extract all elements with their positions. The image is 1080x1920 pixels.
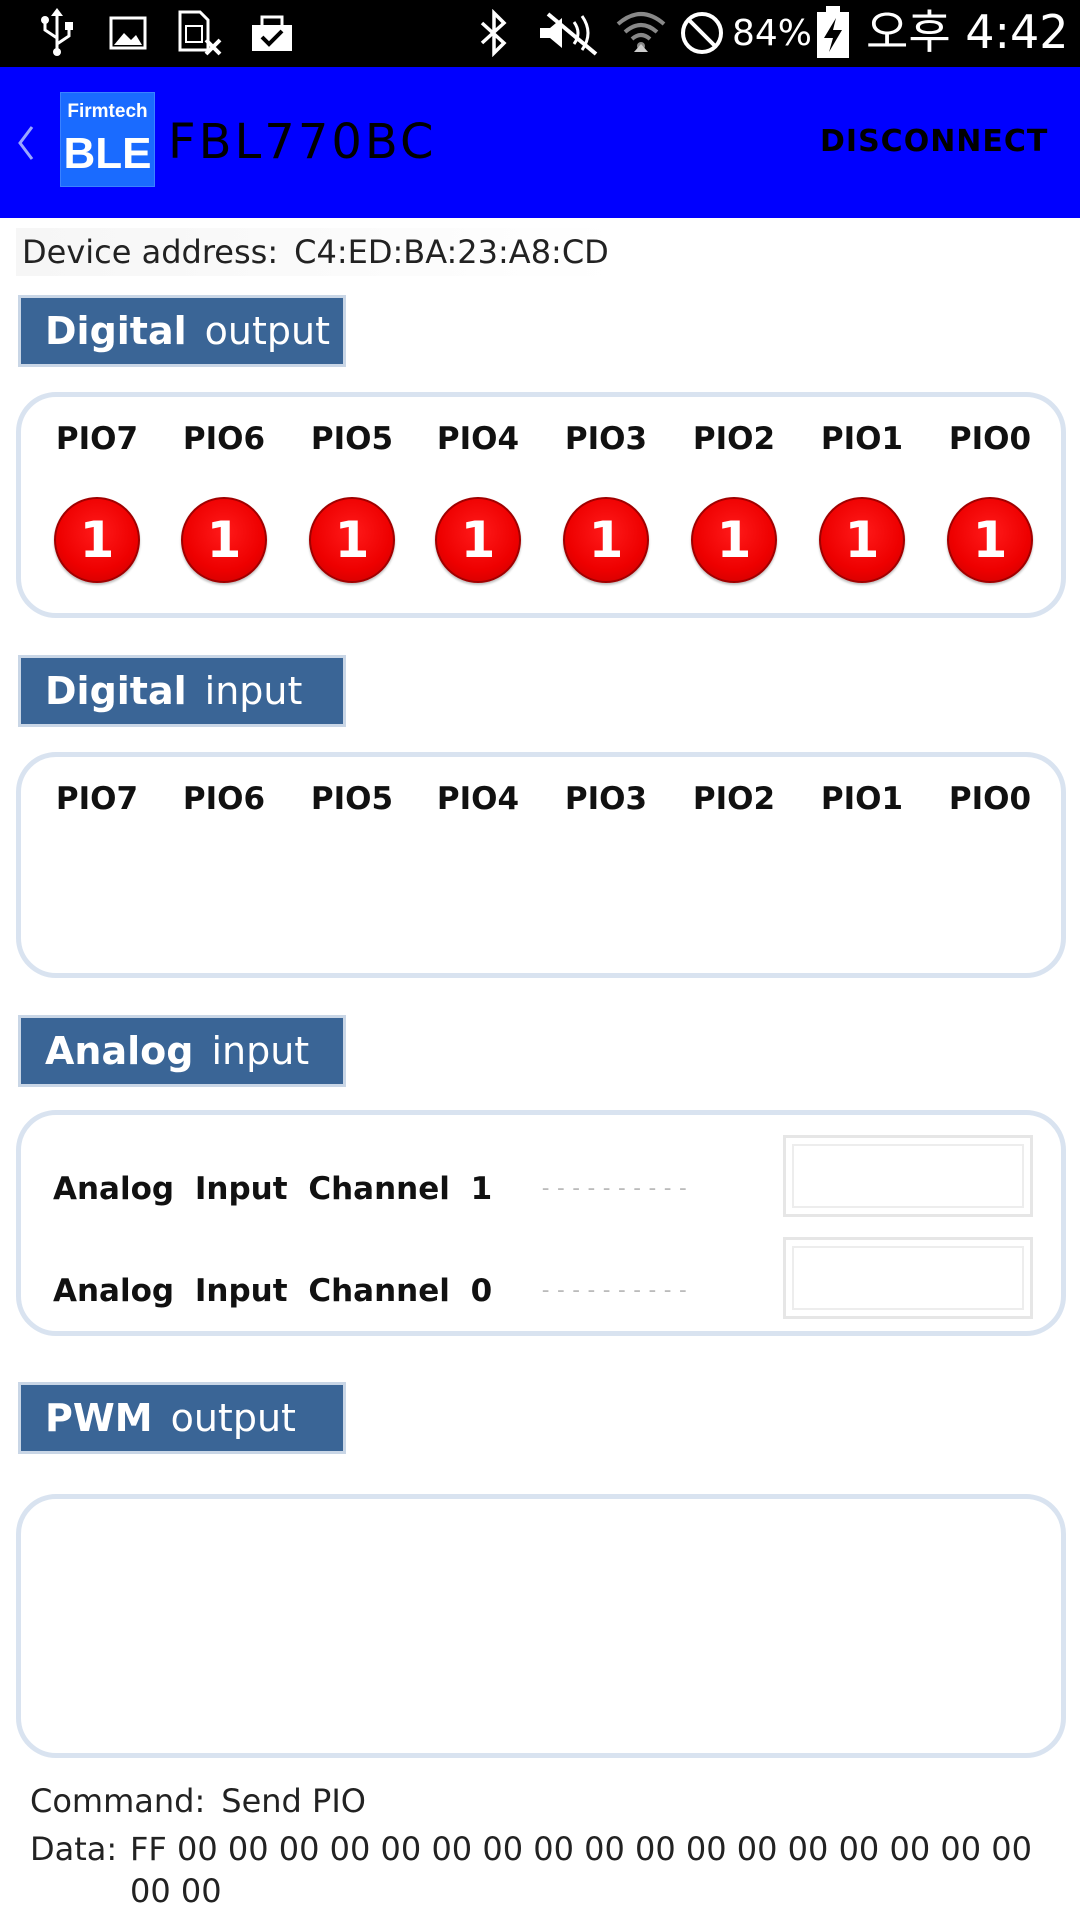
section-header-rest: output: [170, 1396, 296, 1440]
analog-channel-1-box: [783, 1135, 1033, 1217]
block-icon: [678, 8, 726, 58]
command-value: Send PIO: [221, 1782, 366, 1820]
digital-input-panel: PIO7 PIO6 PIO5 PIO4 PIO3 PIO2 PIO1 PIO0: [16, 752, 1066, 978]
digital-output-toggle[interactable]: 1: [181, 497, 267, 583]
digital-output-toggle[interactable]: 1: [309, 497, 395, 583]
digital-input-pin-label: PIO7: [55, 781, 139, 817]
section-header-rest: input: [204, 669, 303, 713]
digital-output-pin-label: PIO0: [948, 421, 1032, 457]
analog-input-panel: Analog Input Channel 1 ---------- Analog…: [16, 1110, 1066, 1336]
digital-output-pin-label: PIO2: [692, 421, 776, 457]
wifi-icon: [614, 8, 668, 58]
digital-output-panel: PIO7 1 PIO6 1 PIO5 1 PIO4 1 PIO3 1 PIO2 1 PIO1 1 PIO0 1: [16, 392, 1066, 618]
digital-output-toggle[interactable]: 1: [435, 497, 521, 583]
sim-off-icon: [176, 8, 224, 58]
app-logo[interactable]: Firmtech BLE: [60, 92, 155, 187]
battery-percent: 84%: [732, 13, 813, 54]
pwm-output-header: PWM output: [18, 1382, 346, 1454]
analog-channel-0-value: ----------: [539, 1278, 692, 1303]
command-row: Command: Send PIO: [30, 1780, 366, 1822]
clipboard-check-icon: [248, 8, 296, 58]
digital-output-pin-label: PIO4: [436, 421, 520, 457]
digital-input-pin-label: PIO0: [948, 781, 1032, 817]
digital-output-pin-label: PIO6: [182, 421, 266, 457]
section-header-rest: input: [211, 1029, 310, 1073]
status-bar: 84% 오후 4:42: [0, 0, 1080, 67]
section-header-bold: Analog: [45, 1029, 194, 1073]
pwm-output-panel: [16, 1494, 1066, 1758]
digital-input-pin-label: PIO4: [436, 781, 520, 817]
chevron-left-icon[interactable]: [8, 115, 42, 171]
gallery-icon: [108, 8, 148, 58]
digital-output-toggle[interactable]: 1: [819, 497, 905, 583]
logo-ble-text: BLE: [63, 129, 152, 178]
disconnect-button[interactable]: DISCONNECT: [820, 124, 1049, 159]
logo-brand-text: Firmtech: [67, 101, 148, 122]
digital-output-header: Digital output: [18, 295, 346, 367]
analog-channel-0-box: [783, 1237, 1033, 1319]
action-bar: Firmtech BLE FBL770BC DISCONNECT: [0, 67, 1080, 218]
section-header-bold: Digital: [45, 669, 187, 713]
clock: 오후 4:42: [866, 5, 1069, 59]
battery-charging-icon: [814, 6, 852, 58]
device-address-label: Device address:: [22, 233, 279, 271]
bluetooth-icon: [478, 8, 510, 58]
digital-input-pin-label: PIO2: [692, 781, 776, 817]
digital-output-pin-label: PIO3: [564, 421, 648, 457]
section-header-rest: output: [204, 309, 330, 353]
device-address-row: Device address: C4:ED:BA:23:A8:CD: [16, 228, 618, 276]
digital-output-pin-label: PIO7: [55, 421, 139, 457]
data-value: FF 00 00 00 00 00 00 00 00 00 00 00 00 0…: [130, 1830, 1032, 1910]
mute-icon: [534, 8, 606, 58]
analog-input-header: Analog input: [18, 1015, 346, 1087]
digital-output-toggle[interactable]: 1: [54, 497, 140, 583]
digital-output-toggle[interactable]: 1: [563, 497, 649, 583]
digital-input-pin-label: PIO6: [182, 781, 266, 817]
data-label: Data:: [30, 1830, 118, 1868]
digital-output-toggle[interactable]: 1: [691, 497, 777, 583]
usb-icon: [36, 8, 78, 58]
device-name-title: FBL770BC: [168, 114, 437, 170]
digital-output-pin-label: PIO5: [310, 421, 394, 457]
analog-channel-1-label: Analog Input Channel 1: [53, 1171, 493, 1207]
digital-input-pin-label: PIO3: [564, 781, 648, 817]
device-address-value: C4:ED:BA:23:A8:CD: [294, 233, 609, 271]
digital-output-pin-label: PIO1: [820, 421, 904, 457]
section-header-bold: PWM: [45, 1396, 153, 1440]
digital-input-header: Digital input: [18, 655, 346, 727]
section-header-bold: Digital: [45, 309, 187, 353]
command-label: Command:: [30, 1782, 206, 1820]
analog-channel-1-value: ----------: [539, 1176, 692, 1201]
digital-input-pin-label: PIO1: [820, 781, 904, 817]
digital-input-pin-label: PIO5: [310, 781, 394, 817]
analog-channel-0-label: Analog Input Channel 0: [53, 1273, 493, 1309]
digital-output-toggle[interactable]: 1: [947, 497, 1033, 583]
